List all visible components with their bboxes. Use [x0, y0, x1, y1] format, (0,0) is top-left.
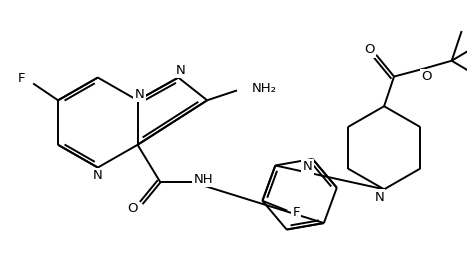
Text: NH₂: NH₂ — [252, 82, 277, 95]
Text: O: O — [422, 70, 432, 83]
Text: F: F — [292, 206, 300, 219]
Text: N: N — [303, 160, 313, 173]
Text: O: O — [127, 202, 138, 215]
Text: N: N — [176, 64, 185, 77]
Text: NH: NH — [193, 173, 213, 186]
Text: F: F — [17, 72, 25, 85]
Text: N: N — [135, 88, 145, 101]
Text: N: N — [93, 169, 102, 182]
Text: O: O — [364, 43, 374, 56]
Text: N: N — [374, 191, 384, 204]
